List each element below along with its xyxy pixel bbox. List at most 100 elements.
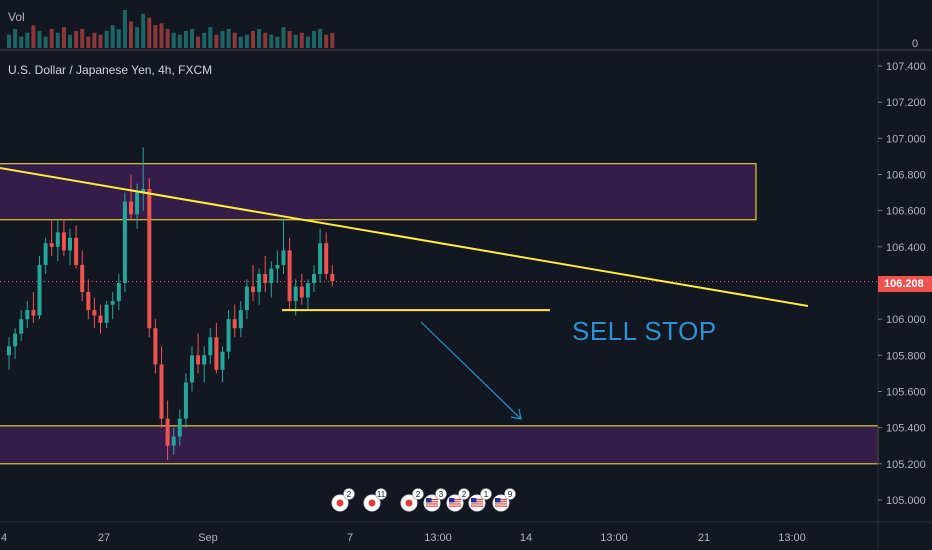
time-tick-label: Sep [198,532,218,544]
candle [263,255,268,293]
event-count-badge [458,488,470,500]
candle-body [153,328,158,365]
volume-bar [135,27,140,48]
candle [183,373,188,428]
candle [251,264,255,302]
volume-bar [13,29,18,48]
event-marker[interactable]: 1 [468,488,492,512]
event-count: 9 [508,490,513,499]
volume-bar [86,36,91,48]
time-tick-label: 27 [98,532,110,544]
event-count-badge [412,488,424,500]
candle [86,279,91,320]
time-axis[interactable]: 4 27 Sep 7 13:00 14 13:00 21 13:00 [1,532,806,544]
flag-us-icon [495,498,507,507]
candle [110,292,115,320]
price-axis[interactable]: 107.400 107.200 107.000 106.800 106.600 106.4… [878,61,926,507]
volume-bar [232,32,237,48]
candle-body [61,232,66,251]
candle-body [37,264,42,316]
event-count: 1 [484,490,489,499]
flag-us-icon [471,498,483,507]
candle-body [19,319,24,334]
candle-body [104,304,109,323]
event-count-badge [480,488,492,500]
candle-body [68,237,72,251]
candle [104,301,109,329]
flag-jp-icon [405,499,413,507]
volume-bar [226,29,231,48]
candle-body [281,250,286,265]
event-marker[interactable]: 3 [423,488,447,512]
candle [287,237,292,311]
flag-stripe [471,501,483,503]
candle-body [98,315,103,323]
event-count-badge [435,488,447,500]
candle [80,250,85,302]
candle-body [305,283,310,298]
candle-body [92,310,97,316]
price-tick-label: 107.400 [886,61,926,73]
symbol-title[interactable]: U.S. Dollar / Japanese Yen, 4h, FXCM [8,63,213,77]
candle [244,279,249,320]
time-tick-label: 13:00 [600,532,628,544]
volume-bar [61,27,66,48]
volume-bar [244,34,249,48]
candle-body [122,201,127,283]
time-tick-label: 7 [347,532,353,544]
candle-body [220,351,225,370]
candle [98,304,103,334]
flag-stripe [449,503,461,505]
descending-trendline[interactable] [0,167,809,307]
volume-bar [104,30,109,48]
flag-stripe [426,503,438,505]
candle-body [324,243,329,274]
event-marker[interactable]: 2 [331,488,355,512]
candle-body [330,273,335,282]
candle-body [257,273,262,293]
down-arrow-line[interactable] [420,321,522,420]
sell-stop-annotation[interactable]: SELL STOP [572,316,717,346]
volume-bar [19,36,24,48]
candle [281,219,286,274]
candle [208,328,213,365]
candle [257,268,262,305]
event-markers[interactable]: 2 11 2 3 2 1 9 [331,488,516,512]
candle-body [110,301,115,305]
candle-body [214,337,219,370]
flag-stripe [495,505,507,507]
candle [324,232,329,280]
candle [49,219,54,256]
drawings-layer[interactable] [0,167,809,420]
resistance-zone[interactable] [0,163,757,221]
event-marker[interactable]: 9 [492,488,516,512]
volume-bar [129,21,133,48]
price-tick-label: 105.000 [886,495,926,507]
current-price-tag: 106.208 [878,276,932,292]
flag-stripe [495,503,507,505]
candle [330,264,335,287]
volume-bar [122,10,127,48]
flag-stripe [426,501,438,503]
event-marker[interactable]: 2 [446,488,470,512]
event-marker[interactable]: 11 [363,488,387,512]
candle-body [13,333,18,347]
event-marker[interactable]: 2 [400,488,424,512]
candle [238,301,243,338]
candle [177,409,182,446]
volume-bar [147,17,152,48]
candle-body [141,188,146,193]
support-zone[interactable] [0,425,879,465]
volume-bar [299,32,304,48]
volume-bars [7,10,335,49]
event-count-badge [504,488,516,500]
volume-zero-tick: 0 [912,38,919,50]
event-count-badge [375,488,387,500]
price-tick-label: 105.800 [886,350,926,362]
event-count: 2 [347,490,352,499]
candle [43,237,48,274]
candle-body [7,346,11,356]
flag-us-icon [426,498,438,507]
candle-body [183,382,188,419]
